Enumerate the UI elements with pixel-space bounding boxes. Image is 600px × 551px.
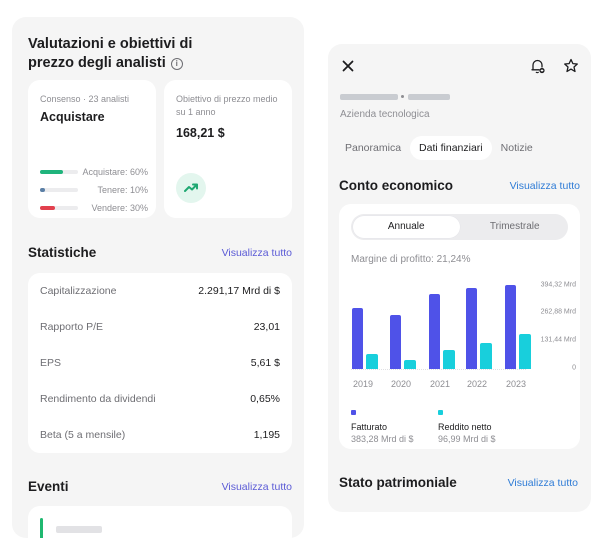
bar-revenue[interactable] (429, 294, 440, 369)
x-tick: 2020 (390, 379, 412, 389)
stat-value: 23,01 (253, 321, 280, 333)
bar-net-income[interactable] (443, 350, 455, 369)
y-tick: 131,44 Mrd (540, 336, 576, 344)
separator-dot (401, 95, 404, 98)
events-view-all-link[interactable]: Visualizza tutto (221, 480, 292, 493)
stat-row-dividend-yield: Rendimento da dividendi 0,65% (40, 393, 280, 405)
analyst-stats-panel: Valutazioni e obiettivi di prezzo degli … (12, 17, 304, 538)
tab-overview[interactable]: Panoramica (345, 142, 402, 154)
tab-news[interactable]: Notizie (500, 142, 533, 154)
legend-label: Reddito netto (438, 422, 492, 432)
stat-label: Rapporto P/E (40, 321, 104, 333)
stat-label: Beta (5 a mensile) (40, 429, 126, 441)
bar-revenue[interactable] (390, 315, 401, 369)
x-tick: 2021 (429, 379, 451, 389)
statistics-view-all-link[interactable]: Visualizza tutto (221, 246, 292, 259)
company-sector: Azienda tecnologica (340, 109, 430, 120)
rating-sell-label: Vendere: 30% (91, 203, 148, 213)
stat-label: Rendimento da dividendi (40, 393, 156, 405)
stat-label: Capitalizzazione (40, 285, 117, 297)
rating-hold-label: Tenere: 10% (97, 185, 148, 195)
analyst-section-title: Valutazioni e obiettivi di prezzo degli … (28, 36, 193, 71)
events-title: Eventi (28, 479, 69, 494)
stat-row-beta: Beta (5 a mensile) 1,195 (40, 429, 280, 441)
x-tick: 2023 (505, 379, 527, 389)
stat-value: 0,65% (250, 393, 280, 405)
rating-sell-row: Vendere: 30% (40, 202, 148, 214)
ticker-placeholder (408, 94, 450, 100)
y-tick: 262,88 Mrd (540, 308, 576, 316)
stat-value: 2.291,17 Mrd di $ (198, 285, 280, 297)
tab-financials[interactable]: Dati finanziari (410, 136, 492, 160)
y-tick: 394,32 Mrd (540, 281, 576, 289)
company-name-placeholder (340, 94, 398, 100)
stat-value: 5,61 $ (250, 357, 280, 369)
legend-value: 96,99 Mrd di $ (438, 434, 496, 444)
price-target-caption: Obiettivo di prezzo medio su 1 anno (176, 94, 278, 117)
rating-buy-bar (40, 170, 78, 174)
income-chart-card: Annuale Trimestrale Margine di profitto:… (339, 204, 580, 449)
rating-hold-bar (40, 188, 78, 192)
company-detail-panel: Azienda tecnologica Panoramica Dati fina… (328, 44, 591, 512)
legend-swatch (438, 410, 443, 415)
bell-add-icon[interactable] (530, 58, 546, 75)
period-annual-button[interactable]: Annuale (353, 216, 460, 238)
rating-buy-label: Acquistare: 60% (82, 167, 148, 177)
statistics-card: Capitalizzazione 2.291,17 Mrd di $ Rappo… (28, 273, 292, 453)
legend-net-income: Reddito netto 96,99 Mrd di $ (438, 410, 496, 446)
stat-row-eps: EPS 5,61 $ (40, 357, 280, 369)
detail-tabs: Panoramica Dati finanziari Notizie (336, 136, 542, 160)
close-icon[interactable] (341, 59, 355, 73)
income-statement-title: Conto economico (339, 178, 453, 193)
balance-sheet-title: Stato patrimoniale (339, 475, 457, 490)
star-icon[interactable] (563, 58, 579, 74)
legend-value: 383,28 Mrd di $ (351, 434, 414, 444)
bar-revenue[interactable] (352, 308, 363, 369)
rating-hold-row: Tenere: 10% (40, 184, 148, 196)
consensus-card: Consenso · 23 analisti Acquistare Acquis… (28, 80, 156, 218)
bar-net-income[interactable] (404, 360, 416, 369)
balance-view-all-link[interactable]: Visualizza tutto (507, 476, 578, 489)
rating-buy-row: Acquistare: 60% (40, 166, 148, 178)
bar-revenue[interactable] (505, 285, 516, 369)
period-toggle: Annuale Trimestrale (351, 214, 568, 240)
legend-label: Fatturato (351, 422, 388, 432)
balance-sheet-header: Stato patrimoniale Visualizza tutto (339, 475, 578, 490)
x-tick: 2019 (352, 379, 374, 389)
chart-baseline (351, 369, 526, 370)
event-placeholder (56, 526, 102, 533)
statistics-title: Statistiche (28, 245, 97, 260)
events-header: Eventi Visualizza tutto (28, 479, 292, 494)
stat-value: 1,195 (253, 429, 280, 441)
legend-swatch (351, 410, 356, 415)
income-statement-header: Conto economico Visualizza tutto (339, 178, 580, 193)
bar-revenue[interactable] (466, 288, 477, 369)
period-quarterly-button[interactable]: Trimestrale (489, 221, 540, 232)
rating-sell-bar (40, 206, 78, 210)
bar-net-income[interactable] (366, 354, 378, 369)
events-card[interactable] (28, 506, 292, 538)
event-indicator (40, 518, 43, 538)
price-target-card: Obiettivo di prezzo medio su 1 anno 168,… (164, 80, 292, 218)
x-tick: 2022 (466, 379, 488, 389)
info-icon[interactable]: i (170, 58, 183, 70)
y-tick: 0 (572, 364, 576, 372)
profit-margin: Margine di profitto: 21,24% (351, 254, 471, 265)
stat-row-market-cap: Capitalizzazione 2.291,17 Mrd di $ (40, 285, 280, 297)
consensus-rating: Acquistare (40, 110, 105, 124)
statistics-header: Statistiche Visualizza tutto (28, 245, 292, 260)
consensus-caption: Consenso · 23 analisti (40, 94, 130, 104)
income-view-all-link[interactable]: Visualizza tutto (509, 179, 580, 192)
bar-net-income[interactable] (480, 343, 492, 369)
bar-net-income[interactable] (519, 334, 531, 369)
income-bar-chart: 394,32 Mrd 262,88 Mrd 131,44 Mrd 0 2019 … (351, 280, 576, 390)
legend-revenue: Fatturato 383,28 Mrd di $ (351, 410, 414, 446)
price-target-value: 168,21 $ (176, 126, 225, 140)
trending-up-icon (176, 173, 206, 203)
stat-row-pe-ratio: Rapporto P/E 23,01 (40, 321, 280, 333)
stat-label: EPS (40, 357, 62, 369)
